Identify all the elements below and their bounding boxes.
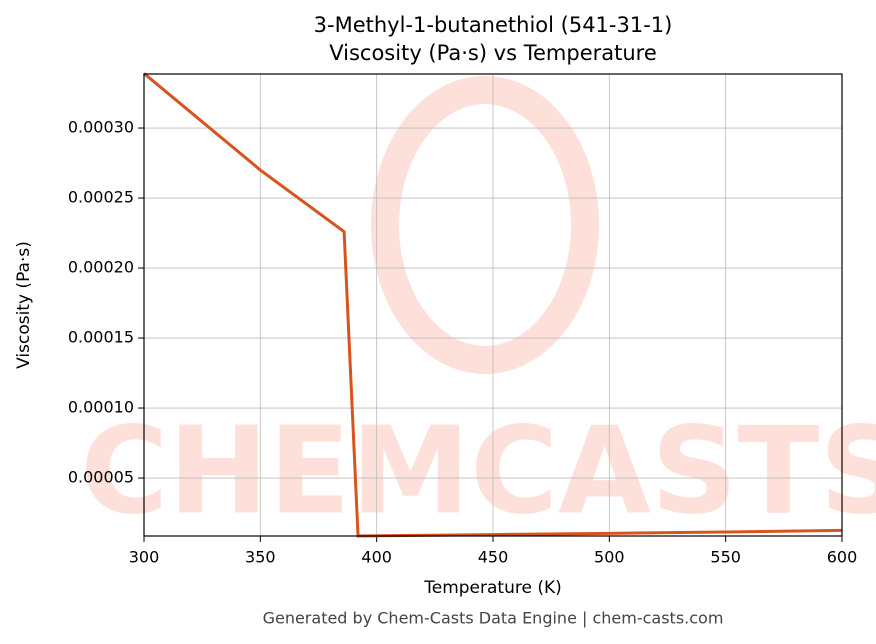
y-tick-label: 0.00020 <box>68 258 134 277</box>
y-tick-label: 0.00015 <box>68 328 134 347</box>
x-tick-label: 550 <box>710 548 741 567</box>
watermark: CHEMCASTS <box>80 403 876 542</box>
x-tick-label: 400 <box>361 548 392 567</box>
x-tick-label: 450 <box>478 548 509 567</box>
y-tick-label: 0.00030 <box>68 118 134 137</box>
watermark-logo <box>371 76 599 374</box>
y-tick-label: 0.00025 <box>68 188 134 207</box>
x-tick-label: 600 <box>827 548 858 567</box>
x-tick-label: 350 <box>245 548 276 567</box>
y-axis-label: Viscosity (Pa·s) <box>14 241 34 369</box>
chart-title: 3-Methyl-1-butanethiol (541-31-1) <box>314 13 673 37</box>
y-tick-label: 0.00010 <box>68 398 134 417</box>
x-tick-label: 300 <box>129 548 160 567</box>
x-axis-label: Temperature (K) <box>423 578 562 598</box>
x-tick-label: 500 <box>594 548 625 567</box>
chart-subtitle: Viscosity (Pa·s) vs Temperature <box>329 41 657 65</box>
plot-frame <box>143 73 843 537</box>
data-line <box>143 72 843 538</box>
footer: Generated by Chem-Casts Data Engine | ch… <box>263 609 724 628</box>
y-tick-label: 0.00005 <box>68 468 134 487</box>
